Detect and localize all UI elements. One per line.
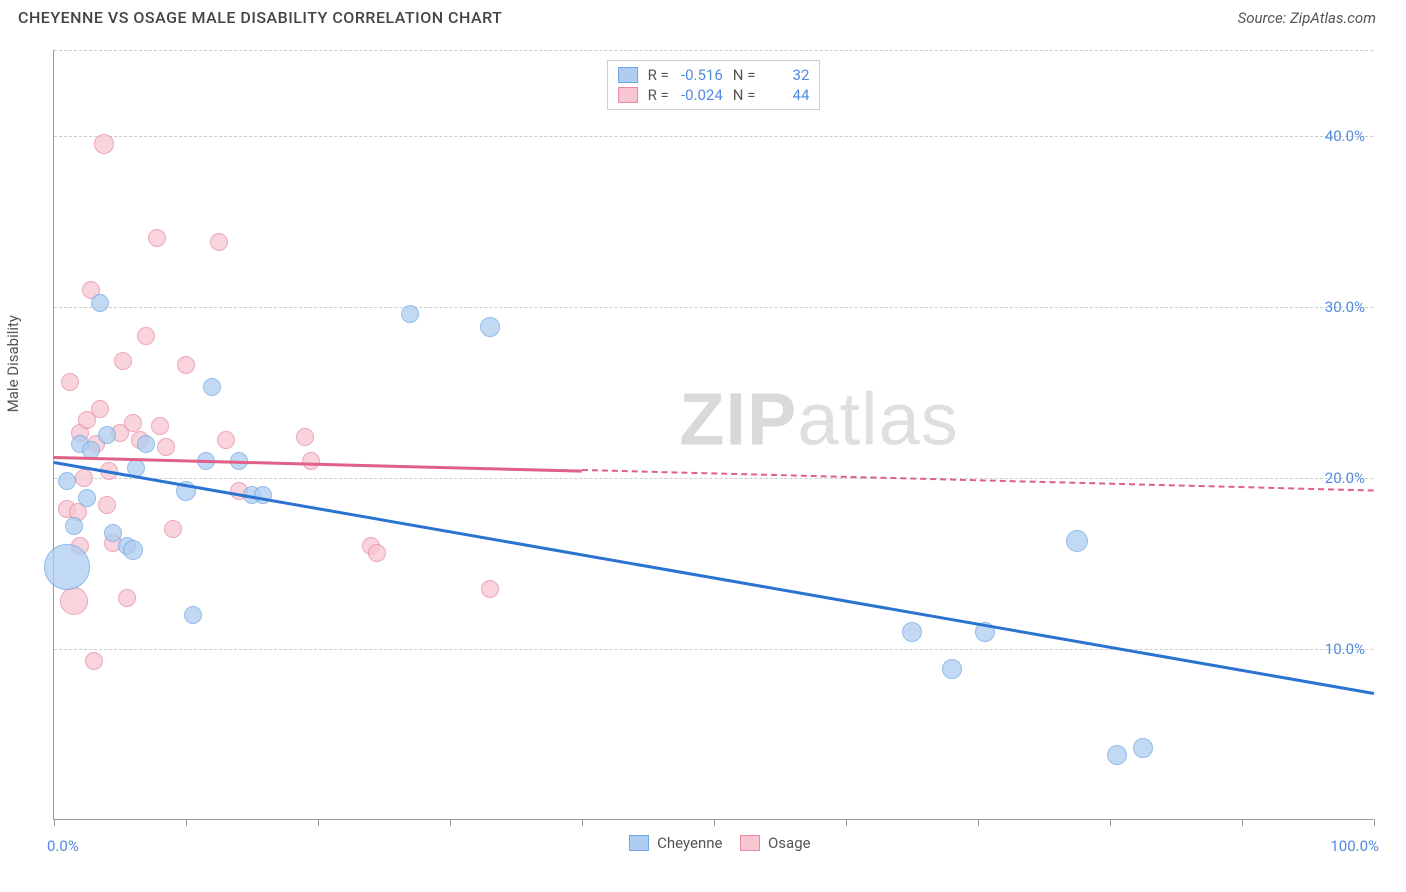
cheyenne-point	[401, 305, 419, 323]
osage-point	[61, 373, 79, 391]
watermark-zip: ZIP	[679, 378, 797, 461]
osage-point	[98, 496, 116, 514]
osage-point	[217, 431, 235, 449]
gridline	[54, 136, 1373, 137]
x-tick	[714, 819, 715, 826]
osage-point	[157, 438, 175, 456]
gridline	[54, 478, 1373, 479]
n-value: 44	[761, 86, 809, 104]
stats-row-cheyenne: R = -0.516 N = 32	[618, 65, 810, 85]
osage-point	[124, 414, 142, 432]
cheyenne-trendline	[54, 461, 1374, 694]
n-value: 32	[761, 66, 809, 84]
y-tick-label: 40.0%	[1325, 127, 1365, 145]
osage-point	[137, 327, 155, 345]
bottom-legend: Cheyenne Osage	[53, 834, 1373, 852]
osage-point	[94, 134, 114, 154]
gridline	[54, 307, 1373, 308]
cheyenne-point	[942, 659, 962, 679]
osage-trendline	[582, 469, 1374, 492]
osage-point	[118, 589, 136, 607]
cheyenne-point	[137, 435, 155, 453]
cheyenne-point	[58, 472, 76, 490]
plot-area: ZIPatlas R = -0.516 N = 32 R = -0.024 N …	[53, 50, 1373, 820]
x-tick	[978, 819, 979, 826]
n-label: N =	[733, 86, 756, 104]
cheyenne-point	[98, 426, 116, 444]
x-tick	[186, 819, 187, 826]
x-tick	[1374, 819, 1375, 826]
n-label: N =	[733, 66, 756, 84]
y-tick-label: 10.0%	[1325, 640, 1365, 658]
r-value: -0.516	[675, 66, 723, 84]
cheyenne-point	[902, 622, 922, 642]
osage-point	[151, 417, 169, 435]
osage-point	[114, 352, 132, 370]
x-tick	[1242, 819, 1243, 826]
r-label: R =	[648, 66, 669, 84]
osage-point	[177, 356, 195, 374]
legend-cheyenne: Cheyenne	[657, 834, 722, 852]
y-tick-label: 30.0%	[1325, 298, 1365, 316]
r-value: -0.024	[675, 86, 723, 104]
chart-area: Male Disability ZIPatlas R = -0.516 N = …	[18, 42, 1388, 862]
osage-swatch-icon	[618, 87, 638, 103]
osage-point	[91, 400, 109, 418]
cheyenne-point	[1133, 738, 1153, 758]
cheyenne-point	[480, 317, 500, 337]
cheyenne-swatch-icon	[629, 835, 649, 851]
osage-point	[481, 580, 499, 598]
chart-title: CHEYENNE VS OSAGE MALE DISABILITY CORREL…	[18, 8, 502, 27]
osage-point	[148, 229, 166, 247]
chart-header: CHEYENNE VS OSAGE MALE DISABILITY CORREL…	[0, 0, 1406, 37]
x-tick	[582, 819, 583, 826]
osage-point	[210, 233, 228, 251]
cheyenne-swatch-icon	[618, 67, 638, 83]
y-tick-label: 20.0%	[1325, 469, 1365, 487]
cheyenne-point	[78, 489, 96, 507]
gridline	[54, 50, 1373, 51]
cheyenne-point	[1066, 530, 1088, 552]
cheyenne-point	[65, 517, 83, 535]
cheyenne-point	[91, 294, 109, 312]
osage-point	[60, 587, 88, 615]
cheyenne-point	[1107, 745, 1127, 765]
x-tick	[318, 819, 319, 826]
stats-legend: R = -0.516 N = 32 R = -0.024 N = 44	[607, 60, 821, 110]
cheyenne-point	[123, 540, 143, 560]
r-label: R =	[648, 86, 669, 104]
cheyenne-point	[44, 544, 90, 590]
y-axis-label: Male Disability	[4, 315, 22, 412]
cheyenne-point	[203, 378, 221, 396]
gridline	[54, 649, 1373, 650]
cheyenne-point	[184, 606, 202, 624]
osage-point	[164, 520, 182, 538]
chart-source: Source: ZipAtlas.com	[1238, 9, 1376, 27]
x-tick	[54, 819, 55, 826]
legend-osage: Osage	[768, 834, 811, 852]
osage-point	[368, 544, 386, 562]
osage-point	[302, 452, 320, 470]
osage-point	[75, 469, 93, 487]
x-tick	[450, 819, 451, 826]
osage-point	[296, 428, 314, 446]
stats-row-osage: R = -0.024 N = 44	[618, 85, 810, 105]
watermark-atlas: atlas	[797, 378, 958, 461]
x-tick	[1110, 819, 1111, 826]
x-tick	[846, 819, 847, 826]
osage-point	[85, 652, 103, 670]
watermark: ZIPatlas	[679, 377, 958, 462]
osage-swatch-icon	[740, 835, 760, 851]
